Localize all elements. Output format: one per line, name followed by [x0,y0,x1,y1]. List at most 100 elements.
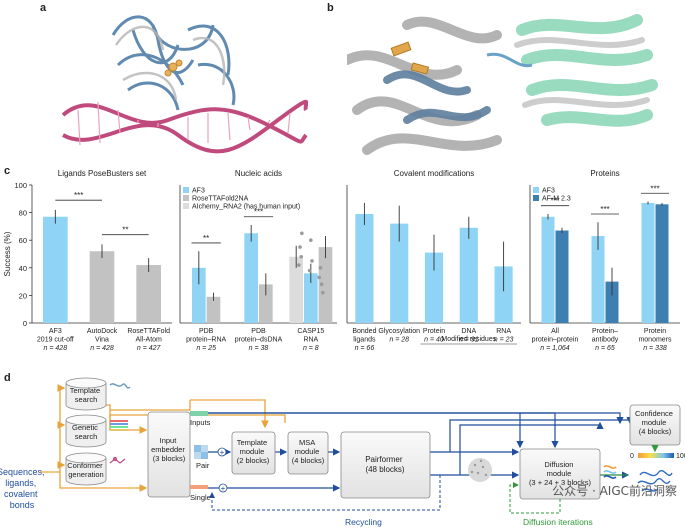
y-tick-label: 0 [23,319,27,328]
legend-label: RoseTTAFold2NA [192,196,249,203]
y-tick-label: 40 [19,264,27,273]
category-label: ligands [353,337,376,344]
legend-swatch [183,195,189,201]
noise-cloud-icon [468,458,492,482]
data-point [310,259,314,263]
legend-swatch [533,187,539,193]
input-label: Sequences, ligands, covalent bonds [0,467,47,510]
bar [304,273,318,323]
bar [555,230,569,323]
template-structure-icon [109,383,131,389]
legend-swatch [183,187,189,193]
significance-label: ** [122,226,128,235]
bar [259,284,273,323]
bar [206,296,221,323]
bar [459,227,478,323]
watermark-text: 公众号 · AIGC前沿洞察 [552,484,677,498]
category-label: CASP15 [297,328,324,335]
conformer-molecule-icon [109,456,126,464]
category-label: Protein [644,328,666,335]
category-label: 2019 cut-off [37,337,74,344]
msa-alignment-icon [110,420,128,431]
category-label: protein–dsDNA [235,337,283,344]
category-label: DNA [461,328,476,335]
chart-title: Proteins [590,169,619,178]
template-search-db: Template search [65,377,107,411]
category-label: Glycosylation [378,328,420,335]
data-point [307,268,312,273]
legend-label: AF3 [542,188,555,195]
svg-text:MSA module (4 bloc: MSA module (4 blocks) [292,438,325,465]
pair-token [194,445,208,459]
template-module-box: Template module (2 blocks) [231,431,276,475]
data-point [297,263,301,267]
svg-text:+: + [221,484,226,493]
architecture-diagram: Sequences, ligands, covalent bonds Templ… [0,377,685,527]
category-label: RNA [496,328,511,335]
category-label: n = 25 [196,345,216,352]
group-label: Modified residues [441,336,496,343]
category-label: n = 65 [595,345,615,352]
category-label: n = 428 [90,345,114,352]
svg-text:Conformer generation: Conformer generation [67,461,105,479]
bar [43,216,68,323]
bar [89,251,115,323]
data-point [321,290,325,295]
category-label: protein–RNA [186,337,226,344]
bar [244,233,258,323]
category-label: antibody [592,337,619,344]
category-label: n = 91 [459,337,479,344]
significance-label: *** [650,184,659,193]
bar [289,256,304,323]
svg-text:Confidence module: Confidence module (4 blocks) [635,409,675,436]
conformer-generation-db: Conformer generation [65,452,107,486]
category-label: n = 1,064 [540,345,569,352]
structure-a-image [61,15,308,154]
bar [641,202,655,323]
pairformer-box: Pairformer (48 blocks) [340,431,431,499]
category-label: n = 8 [303,345,319,352]
category-label: protein–protein [532,337,579,344]
category-label: n = 428 [44,345,68,352]
category-label: monomers [638,337,672,344]
bar [136,265,161,323]
svg-text:+: + [220,448,225,457]
significance-label: *** [254,208,263,217]
category-label: All-Atom [135,337,162,344]
single-token [190,485,208,489]
category-label: n = 338 [643,345,667,352]
input-embedder-box: Input embedder (3 blocks) [147,411,191,498]
category-label: n = 38 [249,345,269,352]
y-tick-label: 20 [19,291,27,300]
bar [355,213,374,323]
panel-letter-d: d [4,372,11,384]
data-point [309,238,313,242]
svg-text:Template module (2: Template module (2 blocks) [237,438,270,465]
legend-swatch [183,203,189,209]
category-label: Protein [423,328,445,335]
denoised-structure-icon [603,465,617,479]
panel-letter-c: c [4,165,11,177]
category-label: PDB [199,328,214,335]
diffusion-iterations-label: Diffusion iterations [523,517,593,527]
structure-b-image [347,0,682,160]
bar [424,252,444,323]
predicted-structure-icon [637,470,673,492]
bar [494,266,513,323]
svg-text:Pairformer (48 blocks): Pairformer (48 blocks) [365,455,405,474]
legend-swatch [533,195,539,201]
bar [390,223,409,323]
bar-charts: 0 20 40 60 80 100 Success (%) Ligands PoseBuste… [3,169,680,352]
significance-label: *** [74,191,83,200]
panel-letter-b: b [327,2,334,14]
confidence-module-box: Confidence module (4 blocks) [629,404,681,446]
category-label: n = 40 [424,337,444,344]
svg-text:Template search: Template search [70,386,103,404]
y-axis-label: Success (%) [3,231,12,276]
bar [318,247,333,323]
category-label: RoseTTAFold [127,328,170,335]
category-label: RNA [303,337,318,344]
svg-text:Genetic search: Genetic search [72,423,100,441]
y-tick-label: 100 [14,181,27,190]
bar [591,236,605,323]
